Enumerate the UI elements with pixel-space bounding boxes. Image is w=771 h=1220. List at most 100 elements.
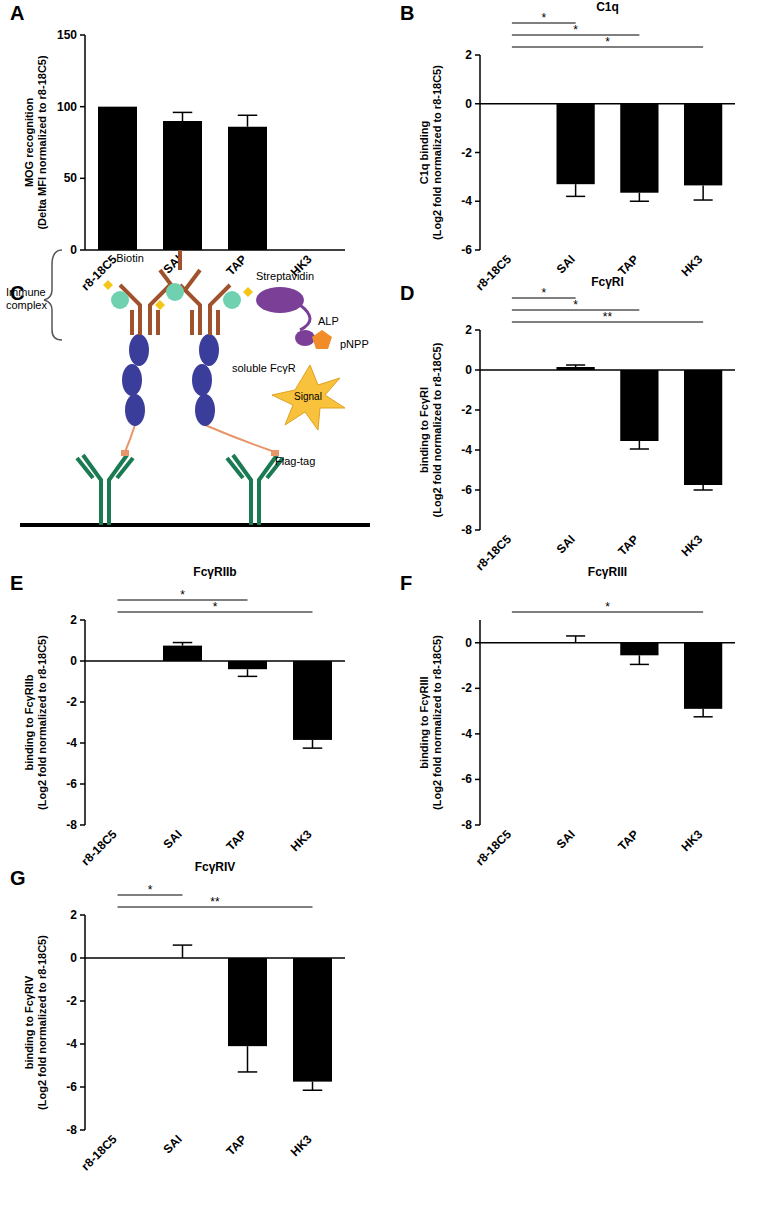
y-tick-label: -8 [461,523,472,537]
error-bar [566,184,585,196]
y-tick [475,449,480,451]
y-tick [475,249,480,251]
chart-title: FcγRIII [588,565,627,579]
category-label: SAI [554,252,578,276]
bar [163,646,202,661]
y-tick [80,178,85,180]
bar [228,958,267,1046]
y-tick-label: -2 [461,681,472,695]
y-axis-label: MOG recognition [23,98,35,188]
y-tick [80,701,85,703]
error-cap [173,112,193,114]
y-tick [475,152,480,154]
panel-letter: B [400,2,414,24]
y-tick-label: -2 [461,403,472,417]
baseline [85,249,345,251]
bars [98,945,332,1090]
y-axis-label: (Log2 fold normalized to r8-18C5) [431,635,443,810]
category-label: SAI [554,827,578,851]
error-line [639,441,641,449]
error-bar [694,485,713,490]
error-cap [238,115,258,117]
fcr-domain [192,364,212,396]
y-axis [84,35,86,250]
diagram-label: Biotin [116,252,144,264]
y-tick [80,783,85,785]
y-tick [475,103,480,105]
diagram: CImmunecomplexBiotinStreptavidinALPpNPPS… [6,250,370,525]
linker [125,425,135,452]
category-label: TAP [615,827,641,853]
chart-title: FcγRIIb [193,565,236,579]
error-bar [238,669,258,676]
significance-label: * [605,600,610,614]
capture-antibody [77,455,133,525]
error-cap [238,676,258,678]
category-label: r8-18C5 [79,1132,120,1173]
fcr-domain [125,394,145,426]
y-tick-label: -6 [461,483,472,497]
plate [20,523,370,527]
y-axis [84,915,86,1130]
y-axis [479,330,481,530]
chart-panel: FFcγRIII-8-6-4-20r8-18C5SAITAPHK3binding… [400,565,735,868]
y-axis-label: (Log2 fold normalized to r8-18C5) [36,635,48,810]
antigen [166,283,184,301]
baseline [480,369,735,371]
complex-antibody [120,285,170,335]
y-tick-label: 0 [70,243,77,257]
significance-label: ** [210,895,220,909]
y-axis-label: C1q binding [418,121,430,185]
y-tick-label: 2 [465,323,472,337]
error-cap [566,635,585,637]
y-tick-label: 2 [70,613,77,627]
error-cap [303,1089,323,1091]
bars [98,107,332,250]
bar [228,127,267,250]
panel-letter: G [10,867,26,889]
fcr-domain [129,334,149,366]
y-tick [80,249,85,251]
y-tick-label: 0 [70,654,77,668]
error-line [247,669,249,676]
y-tick [80,914,85,916]
diagram-label: Flag-tag [275,455,315,467]
bars [98,643,332,749]
y-tick-label: -4 [66,736,77,750]
y-tick [475,489,480,491]
y-tick-label: -2 [66,994,77,1008]
y-tick [475,54,480,56]
error-line [639,655,641,664]
y-axis-label: (Log2 fold normalized to r8-18C5) [36,935,48,1110]
streptavidin [256,287,304,313]
error-bar [303,740,323,748]
error-cap [630,664,649,666]
y-tick [80,957,85,959]
error-cap [694,716,713,718]
y-tick-label: 2 [70,908,77,922]
y-tick [80,1086,85,1088]
category-label: HK3 [678,252,705,279]
error-cap [566,196,585,198]
y-tick-label: -4 [66,1037,77,1051]
y-tick-label: 150 [57,28,77,42]
alp [295,330,315,346]
bars [493,636,723,717]
error-cap [173,944,193,946]
category-label: TAP [223,252,249,278]
significance-label: * [573,298,578,312]
chart-title: C1q [596,0,619,14]
category-label: TAP [223,827,249,853]
y-axis-label: (Log2 fold normalized to r8-18C5) [431,342,443,517]
biotin-mark [243,287,253,297]
significance-label: * [148,883,153,897]
error-line [247,1046,249,1072]
chart-panel: GFcγRIV-8-6-4-202r8-18C5SAITAPHK3binding… [10,860,345,1173]
y-tick [475,642,480,644]
chart-panel: EFcγRIIb-8-6-4-202r8-18C5SAITAPHK3bindin… [10,565,345,868]
fcr-domain [195,394,215,426]
error-line [639,193,641,202]
y-tick-label: 0 [465,97,472,111]
diagram-label: Immune [6,286,46,298]
category-label: r8-18C5 [79,827,120,868]
